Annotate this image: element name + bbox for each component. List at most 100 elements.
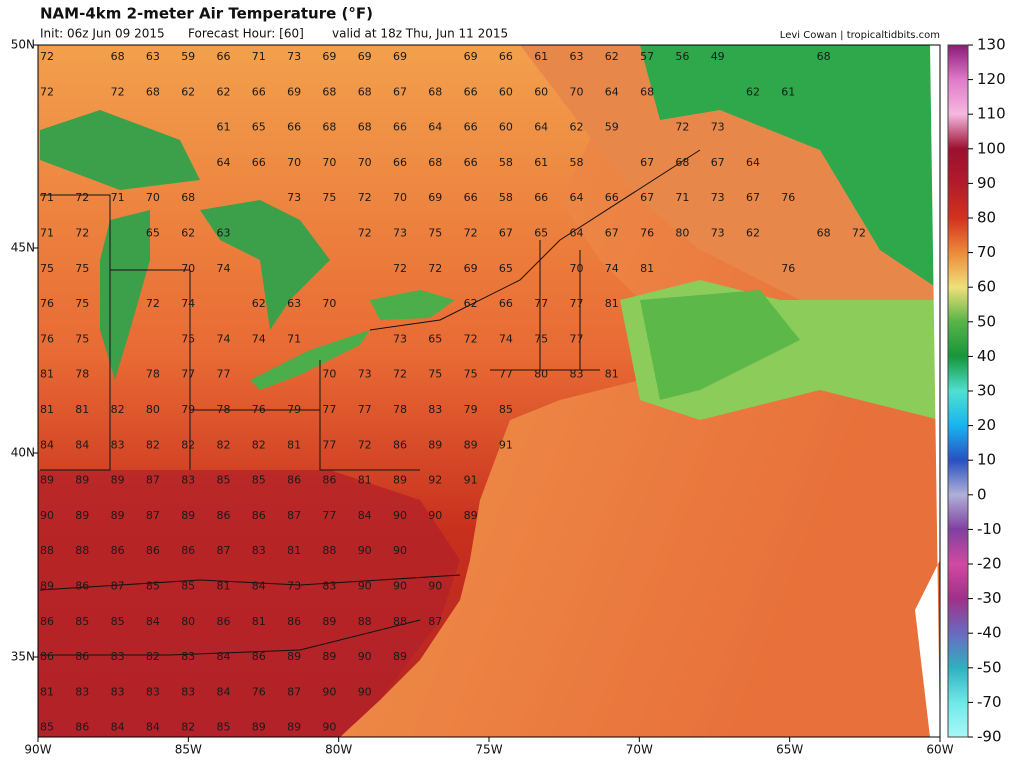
temperature: 90 — [358, 580, 372, 593]
temperature: 80 — [675, 227, 689, 240]
temperature: 86 — [75, 721, 89, 734]
colorbar-label: 110 — [977, 105, 1006, 123]
lake-superior — [40, 110, 200, 190]
temperature: 91 — [464, 474, 478, 487]
temperature: 84 — [252, 580, 266, 593]
temperature: 84 — [358, 509, 372, 522]
temperature: 67 — [499, 227, 513, 240]
temperature: 81 — [605, 297, 619, 310]
temperature: 86 — [252, 650, 266, 663]
temperature: 68 — [358, 121, 372, 134]
temperature: 77 — [358, 403, 372, 416]
temperature: 80 — [181, 615, 195, 628]
lat-label: 40N — [11, 446, 35, 460]
lake-erie — [250, 330, 370, 390]
temperature: 68 — [817, 227, 831, 240]
lat-label: 45N — [11, 241, 35, 255]
temperature: 85 — [252, 474, 266, 487]
temperature: 77 — [217, 368, 231, 381]
temperature: 75 — [181, 332, 195, 345]
colorbar-label: 130 — [977, 36, 1006, 54]
temperature: 66 — [217, 50, 231, 63]
temperature: 68 — [428, 85, 442, 98]
temperature: 68 — [146, 85, 160, 98]
temperature: 86 — [252, 509, 266, 522]
temperature: 73 — [393, 332, 407, 345]
temperature: 68 — [322, 85, 336, 98]
temperature: 84 — [217, 685, 231, 698]
temperature: 72 — [40, 50, 54, 63]
temperature: 86 — [75, 580, 89, 593]
colorbar-label: 90 — [977, 174, 996, 192]
temperature: 90 — [358, 685, 372, 698]
temperature: 86 — [40, 650, 54, 663]
temperature: 69 — [358, 50, 372, 63]
temperature: 87 — [146, 474, 160, 487]
lake-ontario — [370, 290, 455, 320]
temperature: 84 — [146, 615, 160, 628]
colorbar-label: -90 — [977, 728, 1002, 746]
temperature: 89 — [464, 509, 478, 522]
temperature: 63 — [217, 227, 231, 240]
temperature: 87 — [287, 685, 301, 698]
temperature: 66 — [287, 121, 301, 134]
temperature: 70 — [570, 85, 584, 98]
lon-label: 90W — [24, 743, 51, 757]
temperature: 49 — [711, 50, 725, 63]
temperature: 70 — [322, 368, 336, 381]
temperature: 77 — [322, 509, 336, 522]
temperature: 73 — [711, 191, 725, 204]
temperature: 71 — [40, 191, 54, 204]
temperature: 83 — [181, 650, 195, 663]
temperature: 86 — [181, 544, 195, 557]
title: NAM-4km 2-meter Air Temperature (°F) — [40, 5, 373, 23]
temperature: 70 — [181, 262, 195, 275]
temperature: 79 — [464, 403, 478, 416]
temperature-labels: 72 68 63 59 66 71 73 69 69 69 69 66 61 63 62 57 56 49 68 72… — [40, 50, 866, 734]
temperature: 82 — [252, 438, 266, 451]
temperature: 81 — [605, 368, 619, 381]
temperature: 69 — [287, 85, 301, 98]
temperature: 73 — [393, 227, 407, 240]
temperature: 89 — [40, 474, 54, 487]
temperature: 73 — [287, 191, 301, 204]
lake-huron — [200, 200, 330, 330]
temperature: 74 — [217, 262, 231, 275]
temperature: 76 — [640, 227, 654, 240]
temperature: 62 — [181, 227, 195, 240]
temperature: 60 — [499, 121, 513, 134]
temperature: 78 — [75, 368, 89, 381]
temperature: 64 — [746, 156, 760, 169]
temperature: 84 — [111, 721, 125, 734]
temperature: 76 — [40, 297, 54, 310]
temperature: 70 — [322, 156, 336, 169]
axes: 50N 45N 40N 35N 90W 85W 80W 75W 70W 65W 60W — [11, 38, 954, 757]
canada-cool — [640, 45, 940, 290]
hot-region — [38, 470, 460, 737]
temperature: 62 — [746, 227, 760, 240]
temperature: 72 — [75, 227, 89, 240]
temperature: 72 — [75, 191, 89, 204]
temperature: 67 — [746, 191, 760, 204]
temperature: 61 — [534, 50, 548, 63]
colorbar-label: -10 — [977, 520, 1002, 538]
temperature: 81 — [75, 403, 89, 416]
temperature: 66 — [499, 50, 513, 63]
temperature: 69 — [322, 50, 336, 63]
temperature: 68 — [817, 50, 831, 63]
temperature: 74 — [252, 332, 266, 345]
temperature: 63 — [287, 297, 301, 310]
temperature: 86 — [75, 650, 89, 663]
temperature: 92 — [428, 474, 442, 487]
temperature: 82 — [146, 650, 160, 663]
temperature: 81 — [40, 685, 54, 698]
temperature: 90 — [428, 509, 442, 522]
temperature: 73 — [711, 227, 725, 240]
init: Init: 06z Jun 09 2015 — [40, 27, 165, 41]
colorbar-label: -40 — [977, 624, 1002, 642]
temperature: 89 — [75, 509, 89, 522]
temperature: 87 — [287, 509, 301, 522]
temperature: 76 — [40, 332, 54, 345]
temperature: 82 — [146, 438, 160, 451]
temperature: 62 — [605, 50, 619, 63]
